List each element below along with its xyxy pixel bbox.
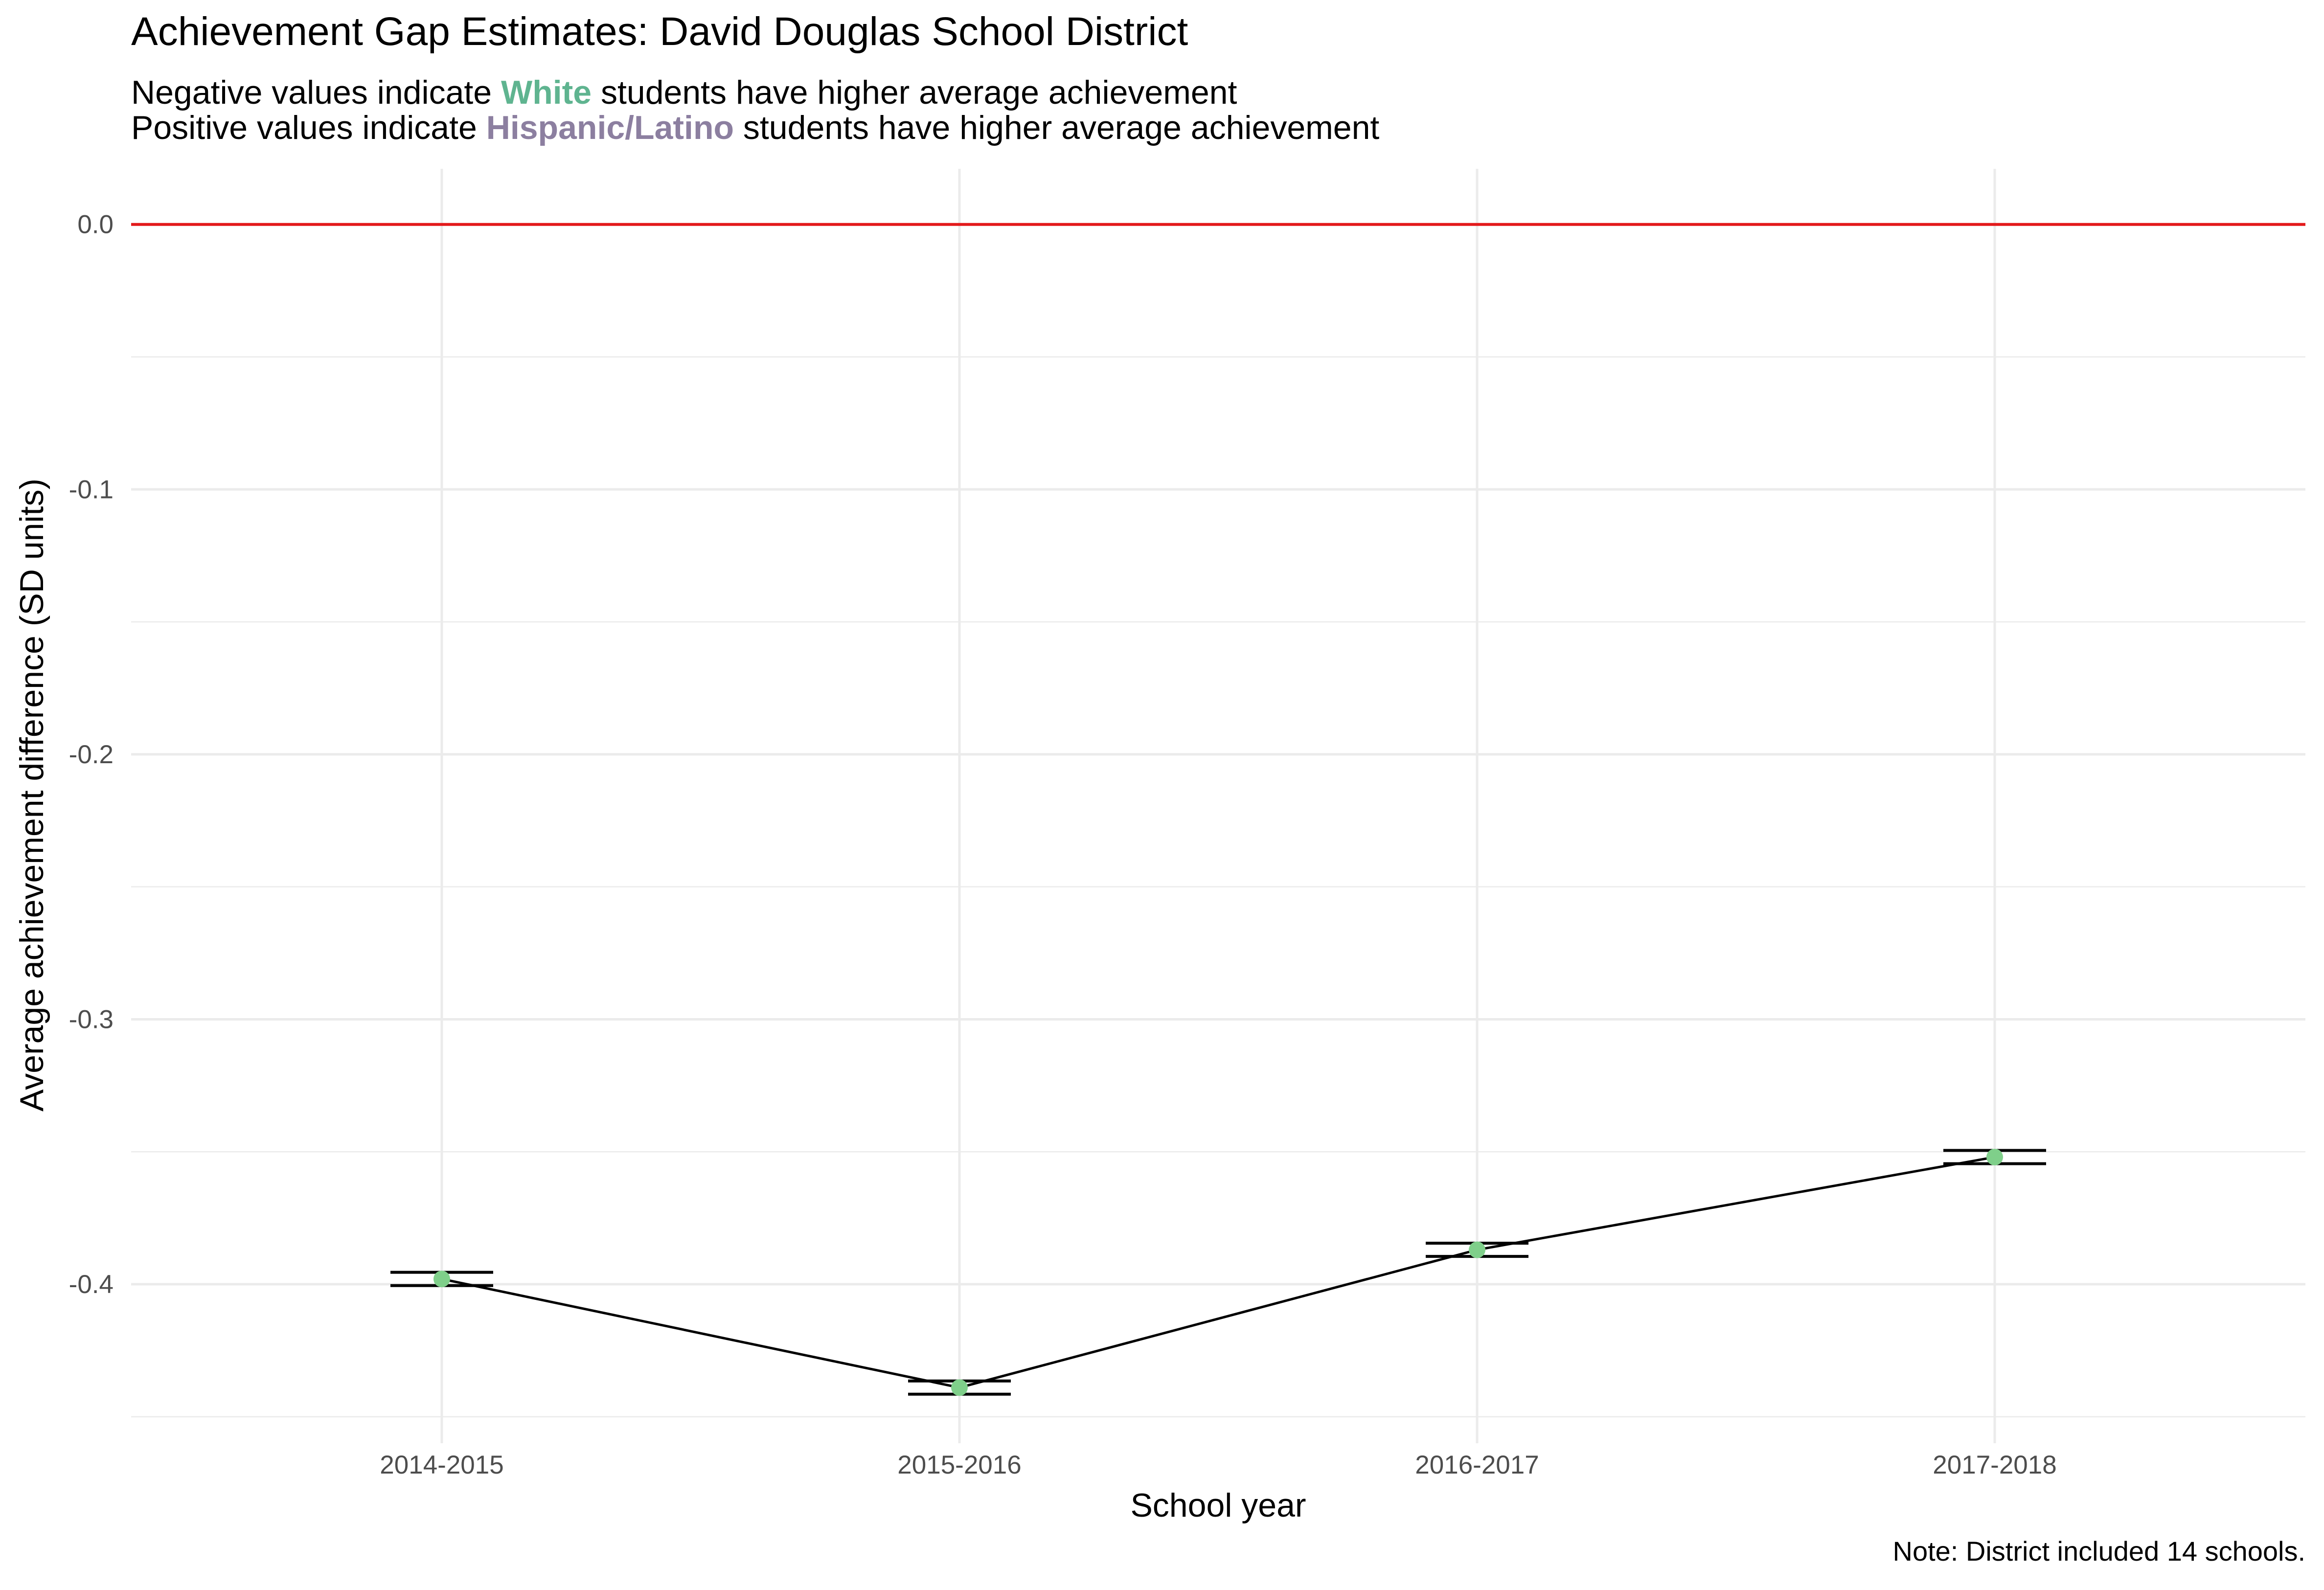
y-tick-label: -0.2 bbox=[69, 740, 114, 769]
y-tick-label: -0.4 bbox=[69, 1270, 114, 1299]
x-tick-label: 2017-2018 bbox=[1933, 1451, 2056, 1479]
x-tick-label: 2015-2016 bbox=[897, 1451, 1021, 1479]
x-tick-labels: 2014-2015 2015-2016 2016-2017 2017-2018 bbox=[380, 1451, 2056, 1479]
subtitle-line-2: Positive values indicate Hispanic/Latino… bbox=[131, 109, 1379, 147]
chart-title: Achievement Gap Estimates: David Douglas… bbox=[131, 9, 1188, 54]
series-line bbox=[441, 1156, 1995, 1389]
data-point bbox=[1986, 1149, 2003, 1166]
caption-note: Note: District included 14 schools. bbox=[1892, 1536, 2306, 1567]
subtitle-1-before: Negative values indicate bbox=[131, 74, 501, 111]
data-point bbox=[1469, 1241, 1485, 1258]
y-tick-label: 0.0 bbox=[77, 210, 114, 239]
subtitle-2-before: Positive values indicate bbox=[131, 109, 486, 146]
x-tick-label: 2014-2015 bbox=[380, 1451, 503, 1479]
y-tick-label: -0.1 bbox=[69, 475, 114, 504]
y-axis-title: Average achievement difference (SD units… bbox=[13, 478, 50, 1112]
error-bars bbox=[390, 1149, 2046, 1396]
major-gridlines bbox=[131, 169, 2305, 1443]
y-tick-label: -0.3 bbox=[69, 1005, 114, 1034]
x-tick-label: 2016-2017 bbox=[1415, 1451, 1539, 1479]
x-axis-title: School year bbox=[1130, 1487, 1306, 1524]
data-point bbox=[951, 1379, 968, 1396]
subtitle-1-after: students have higher average achievement bbox=[592, 74, 1237, 111]
data-point bbox=[433, 1271, 450, 1288]
subtitle-2-highlight-hispanic: Hispanic/Latino bbox=[486, 109, 734, 146]
subtitle-line-1: Negative values indicate White students … bbox=[131, 73, 1237, 112]
series-line-group bbox=[441, 1156, 1995, 1389]
minor-gridlines bbox=[131, 356, 2305, 1418]
y-tick-labels: 0.0 -0.1 -0.2 -0.3 -0.4 bbox=[69, 210, 114, 1299]
subtitle-2-after: students have higher average achievement bbox=[734, 109, 1380, 146]
subtitle-1-highlight-white: White bbox=[501, 74, 592, 111]
data-points bbox=[433, 1149, 2003, 1396]
